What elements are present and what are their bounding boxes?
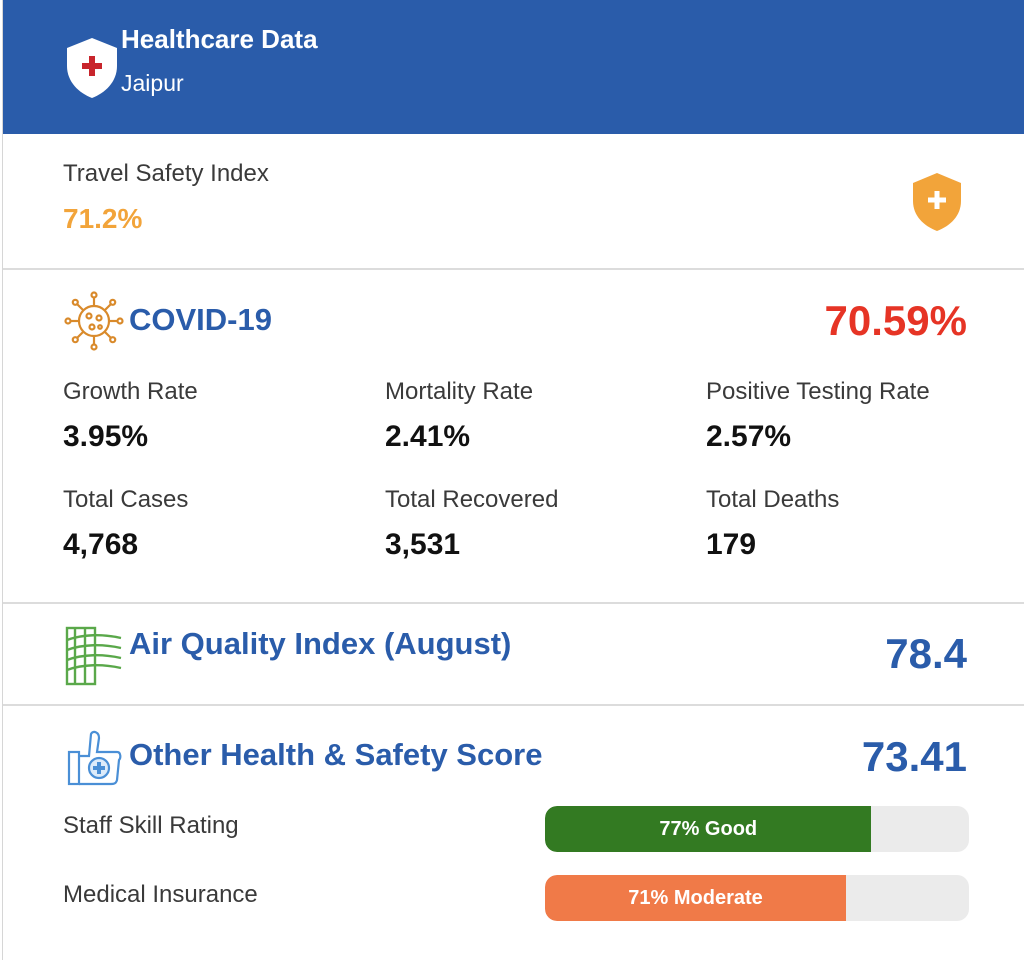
air-quality-score: 78.4 <box>885 630 967 677</box>
staff-skill-bar-text: 77% Good <box>659 818 758 840</box>
stat-positive-testing-rate: Positive Testing Rate 2.57% <box>706 378 930 454</box>
stat-value: 3,531 <box>385 528 461 561</box>
stat-label: Total Cases <box>63 486 189 513</box>
travel-safety-label: Travel Safety Index <box>63 160 269 187</box>
stat-mortality-rate: Mortality Rate 2.41% <box>385 378 533 454</box>
stat-value: 179 <box>706 528 757 561</box>
other-health-title: Other Health & Safety Score <box>129 737 543 772</box>
stat-value: 2.41% <box>385 420 471 453</box>
medical-insurance-progress-bar: 71% Moderate <box>545 875 969 921</box>
travel-safety-value: 71.2% <box>63 203 143 234</box>
stat-total-recovered: Total Recovered 3,531 <box>385 486 558 562</box>
shield-plus-icon <box>67 38 117 98</box>
shield-plus-icon <box>913 173 961 231</box>
air-quality-title: Air Quality Index (August) <box>129 626 512 661</box>
medical-insurance-label: Medical Insurance <box>63 881 258 908</box>
stat-total-deaths: Total Deaths 179 <box>706 486 839 562</box>
virus-icon <box>64 291 124 351</box>
stat-label: Total Recovered <box>385 486 559 513</box>
stat-label: Positive Testing Rate <box>706 378 930 405</box>
medical-insurance-bar-text: 71% Moderate <box>628 887 763 909</box>
card-header: Healthcare Data Jaipur <box>3 0 1024 134</box>
covid-score: 70.59% <box>824 297 967 344</box>
stat-value: 2.57% <box>706 420 792 453</box>
staff-skill-progress-bar: 77% Good <box>545 806 969 852</box>
stat-growth-rate: Growth Rate 3.95% <box>63 378 198 454</box>
stat-total-cases: Total Cases 4,768 <box>63 486 188 562</box>
thumbs-up-medical-icon <box>67 730 122 786</box>
section-divider <box>3 602 1024 604</box>
medical-insurance-bar-fill <box>545 875 847 921</box>
stat-label: Mortality Rate <box>385 378 534 405</box>
stat-label: Total Deaths <box>706 486 840 513</box>
section-divider <box>3 268 1024 270</box>
wind-building-icon <box>65 626 122 686</box>
section-divider <box>3 704 1024 706</box>
stat-value: 3.95% <box>63 420 149 453</box>
stat-value: 4,768 <box>63 528 139 561</box>
other-health-score: 73.41 <box>861 733 967 780</box>
city-name: Jaipur <box>121 70 184 96</box>
staff-skill-bar-fill <box>545 806 872 852</box>
stat-label: Growth Rate <box>63 378 198 405</box>
covid-section-title: COVID-19 <box>129 302 272 337</box>
staff-skill-label: Staff Skill Rating <box>63 812 239 839</box>
card-title: Healthcare Data <box>121 24 318 54</box>
